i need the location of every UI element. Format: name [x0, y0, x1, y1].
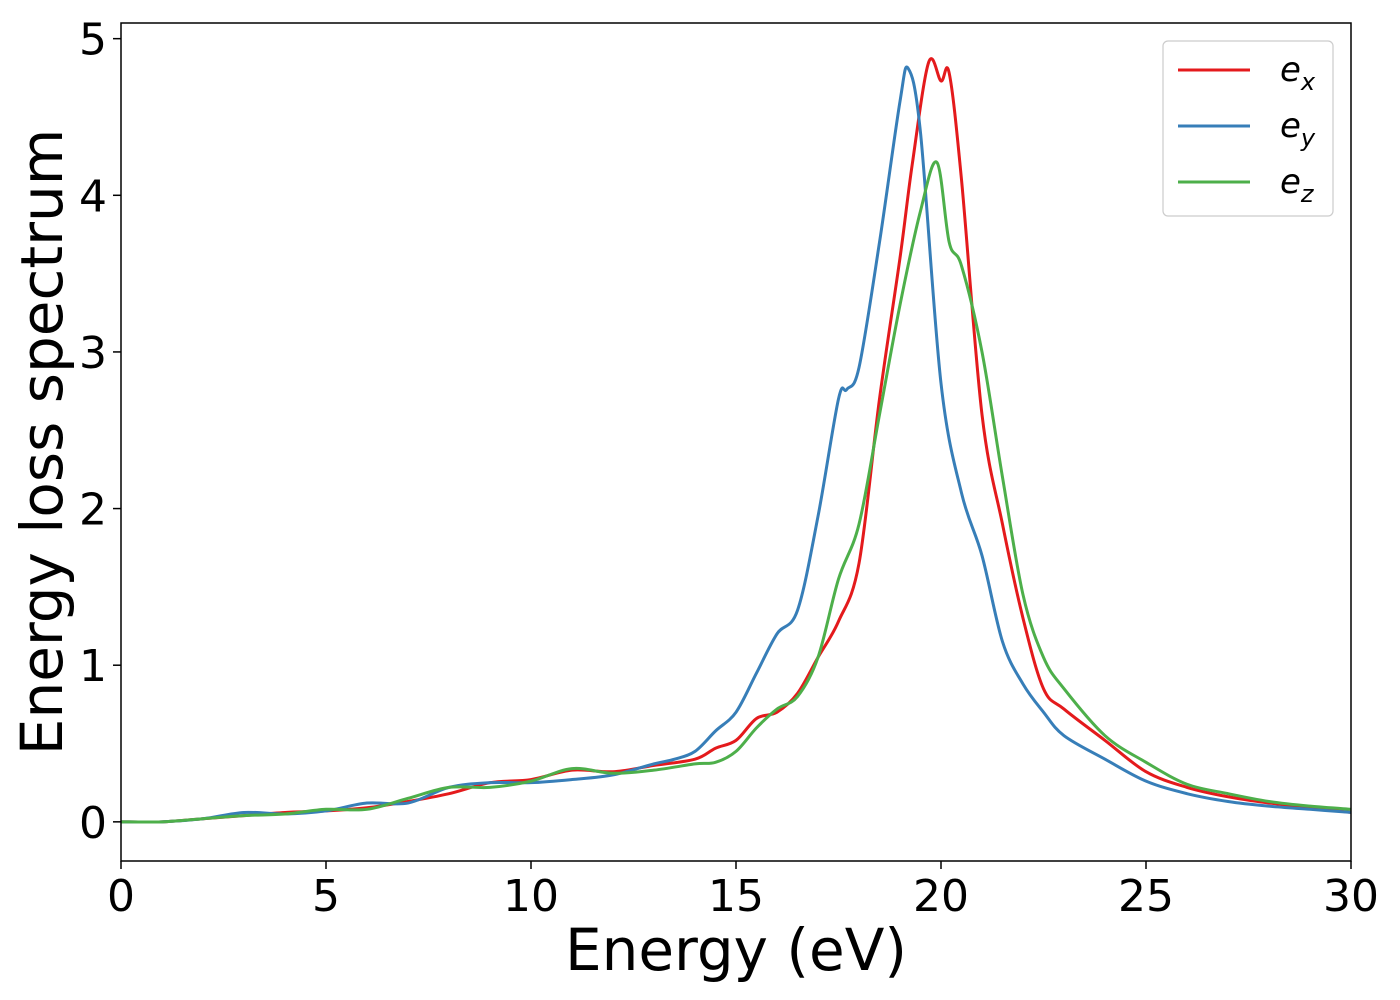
legend-label-ey: ey — [1280, 106, 1316, 152]
x-tick-label: 5 — [312, 871, 340, 922]
x-tick-label: 15 — [708, 871, 764, 922]
series-line-ey — [121, 65, 1351, 824]
series-line-ez — [121, 160, 1351, 824]
x-axis: 0 5 10 15 20 25 30 — [107, 861, 1379, 922]
legend-label-subscript: z — [1300, 180, 1315, 208]
x-tick-label: 25 — [1118, 871, 1174, 922]
legend-label-subscript: x — [1300, 68, 1316, 96]
legend-label-base: e — [1280, 162, 1301, 202]
x-axis-label: Energy (eV) — [565, 916, 907, 984]
y-tick-label: 5 — [79, 15, 107, 66]
y-axis: 0 1 2 3 4 5 — [79, 15, 121, 849]
plot-area — [121, 57, 1351, 824]
x-tick-label: 20 — [913, 871, 969, 922]
y-axis-label: Energy loss spectrum — [8, 129, 76, 755]
x-tick-label: 10 — [503, 871, 559, 922]
x-tick-label: 0 — [107, 871, 135, 922]
y-tick-label: 2 — [79, 485, 107, 536]
legend-label-base: e — [1280, 50, 1301, 90]
legend-label-base: e — [1280, 106, 1301, 146]
legend-label-ez: ez — [1280, 162, 1315, 208]
legend-box — [1162, 40, 1334, 217]
y-tick-label: 1 — [79, 641, 107, 692]
legend-label-subscript: y — [1300, 124, 1316, 152]
y-tick-label: 0 — [79, 798, 107, 849]
y-tick-label: 3 — [79, 328, 107, 379]
legend-label-ex: ex — [1280, 50, 1316, 96]
x-tick-label: 30 — [1323, 871, 1379, 922]
y-tick-label: 4 — [79, 171, 107, 222]
